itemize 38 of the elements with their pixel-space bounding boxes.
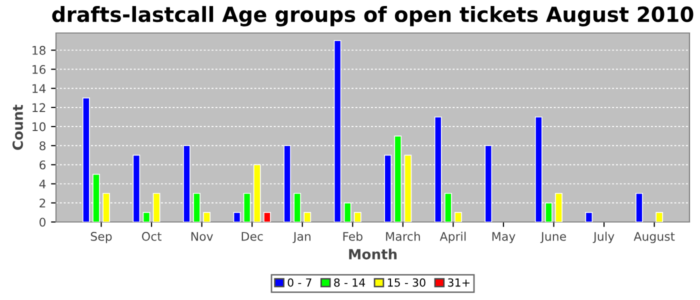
legend-label: 0 - 7 — [288, 278, 312, 287]
legend-label: 31+ — [448, 278, 470, 287]
bar — [142, 212, 150, 222]
y-tick-label: 18 — [32, 46, 46, 55]
x-tick-label: April — [440, 232, 466, 244]
legend-label: 8 - 14 — [334, 278, 366, 287]
x-tick-label: March — [386, 232, 420, 241]
bar — [354, 212, 362, 222]
x-tick-label: Oct — [142, 232, 162, 241]
bar — [203, 212, 211, 222]
bar — [656, 212, 664, 222]
x-tick-label: Dec — [242, 232, 263, 241]
x-tick-label: Nov — [191, 232, 213, 241]
x-tick-label: Feb — [343, 232, 362, 241]
x-tick-label: July — [592, 232, 614, 244]
bar — [304, 212, 312, 222]
y-axis-title: Count — [12, 104, 24, 150]
bar — [233, 212, 241, 222]
chart-title: drafts-lastcall Age groups of open tickets August 2010 — [52, 6, 694, 26]
y-tick-label: 10 — [32, 122, 46, 132]
y-tick-label: 12 — [32, 103, 46, 112]
y-tick-label: 14 — [32, 84, 46, 93]
y-tick-label: 0 — [40, 218, 46, 227]
y-tick-label: 6 — [40, 160, 46, 170]
bar — [263, 212, 271, 222]
x-axis-title: Month — [349, 248, 397, 260]
y-tick-label: 2 — [40, 198, 46, 208]
bar — [585, 212, 593, 222]
y-tick-label: 8 — [40, 141, 46, 150]
y-tick-label: 4 — [39, 180, 46, 188]
x-tick-label: May — [492, 232, 516, 244]
x-tick-label: August — [634, 232, 675, 244]
x-tick-label: Sep — [90, 232, 112, 244]
legend-label: 15 - 30 — [388, 278, 426, 287]
x-tick-label: Jan — [292, 232, 310, 244]
x-tick-label: June — [540, 232, 566, 244]
y-tick-label: 16 — [32, 64, 46, 74]
bar — [454, 212, 462, 222]
